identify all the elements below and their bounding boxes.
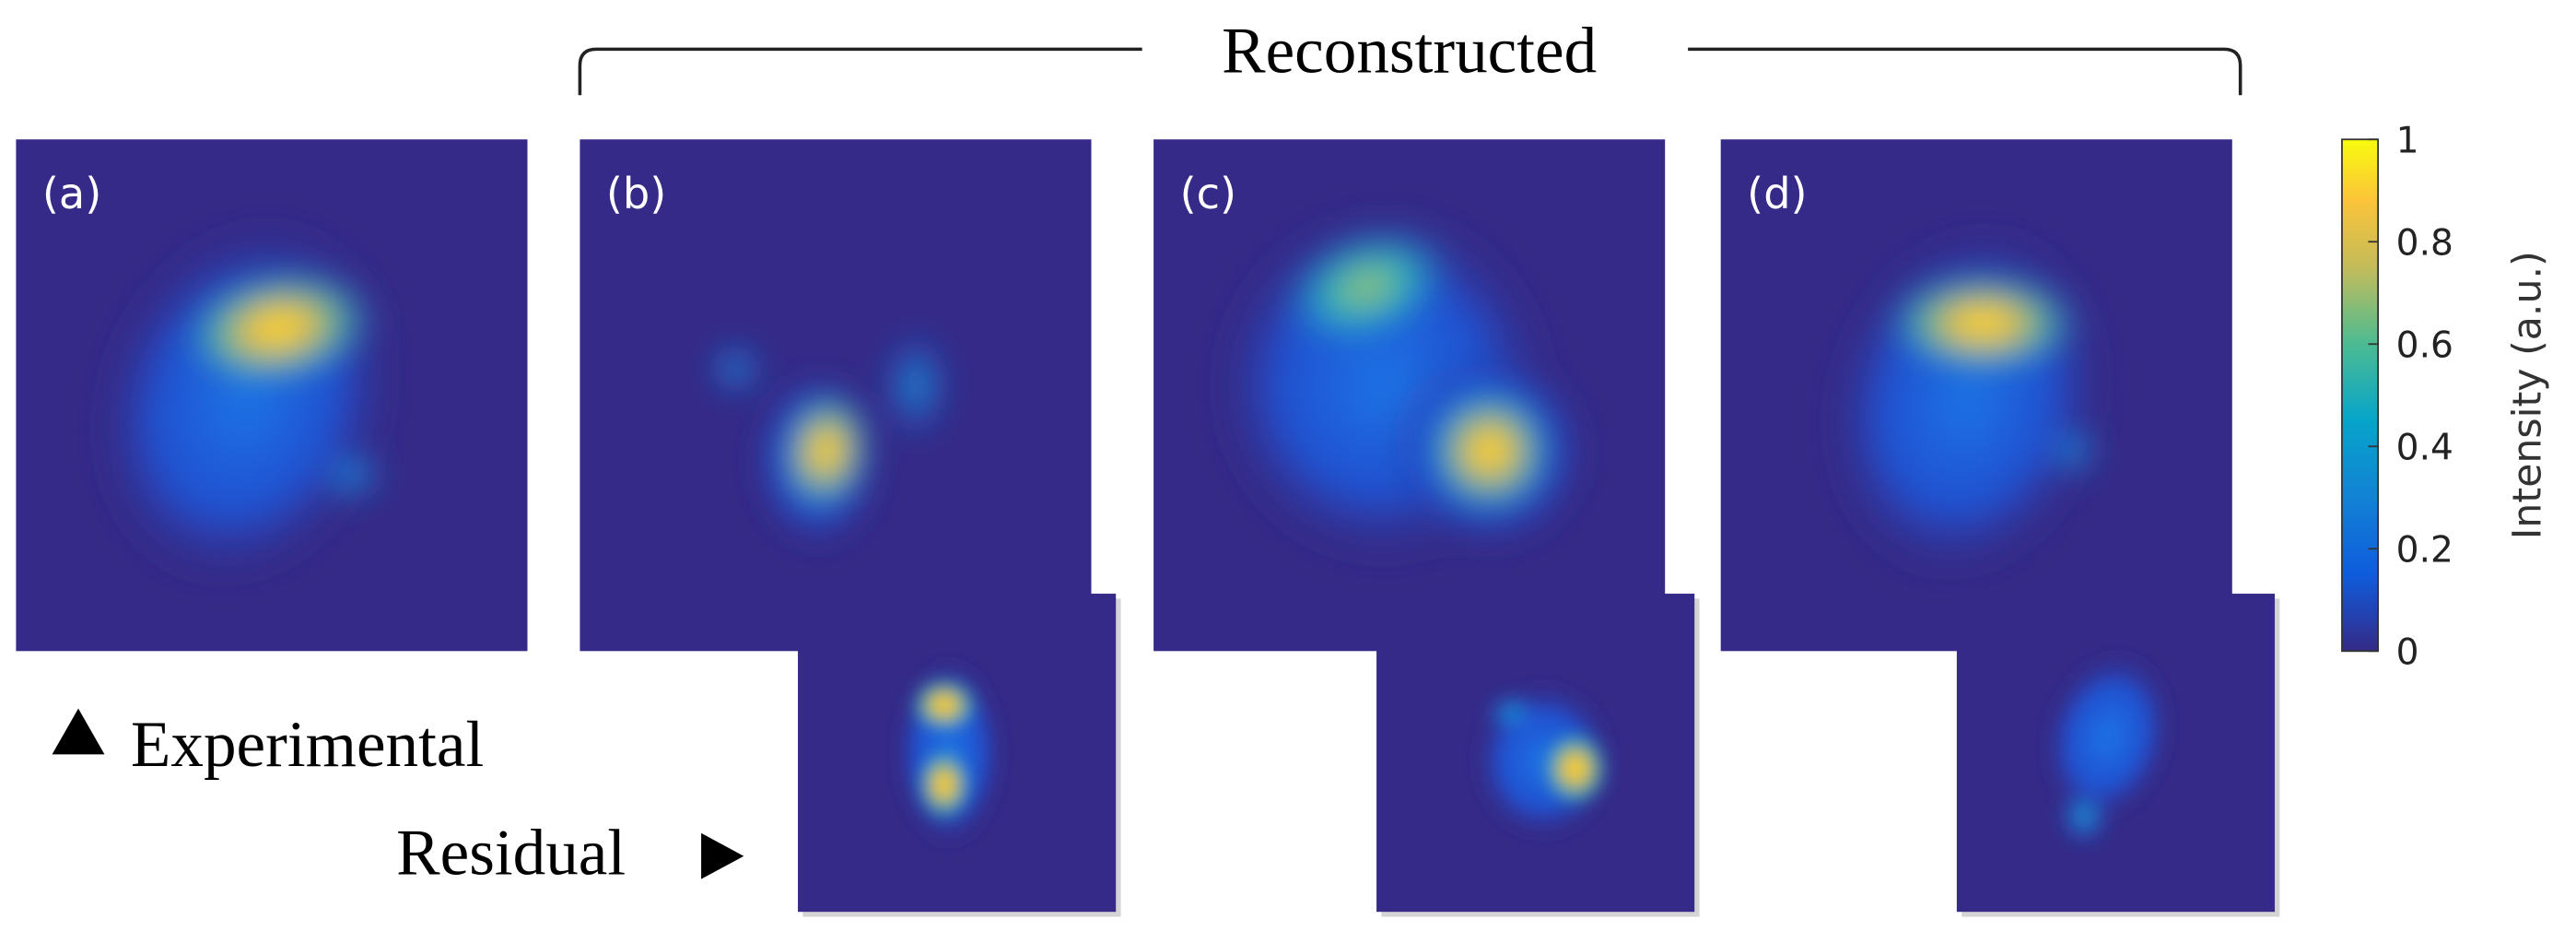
colorbar xyxy=(2341,138,2380,653)
map-blobs xyxy=(2042,650,2173,849)
panel-label: (b) xyxy=(606,169,666,218)
blob xyxy=(1280,224,1454,349)
intensity-map xyxy=(1720,139,2232,652)
intensity-map xyxy=(1153,139,1666,652)
blob xyxy=(915,746,973,823)
header: Reconstructed xyxy=(1222,15,1597,87)
blob xyxy=(2043,421,2103,481)
map-blobs xyxy=(1211,205,1592,566)
residual-label: Residual xyxy=(396,817,626,889)
panel-label: (d) xyxy=(1747,169,1807,218)
colorbar-tick-label: 0.2 xyxy=(2396,530,2453,572)
blob xyxy=(779,389,872,513)
blob xyxy=(315,445,389,505)
colorbar-ticks: 0 0.2 0.4 0.6 0.8 1 xyxy=(2368,120,2453,674)
panels: (a) (b) (c) (d) xyxy=(16,139,2280,917)
map-blobs xyxy=(1471,680,1615,841)
blob xyxy=(1423,385,1555,517)
blob xyxy=(1540,728,1610,809)
map-blobs xyxy=(706,327,953,550)
blob xyxy=(177,266,380,389)
blob xyxy=(2042,650,2173,823)
blob xyxy=(2055,784,2113,849)
colorbar-title: Intensity (a.u.) xyxy=(2504,251,2550,539)
map-blobs xyxy=(1823,223,2110,580)
bracket-right xyxy=(1688,47,2242,96)
colorbar-tick-label: 0.8 xyxy=(2396,222,2453,264)
intensity-map xyxy=(1956,594,2280,917)
blob xyxy=(1482,690,1540,736)
colorbar-tick-label: 0 xyxy=(2396,632,2419,674)
blob xyxy=(879,327,953,443)
colorbar-tick-label: 0.6 xyxy=(2396,324,2453,366)
colorbar-tick-label: 1 xyxy=(2396,120,2419,161)
colorbar-tick-label: 0.4 xyxy=(2396,428,2453,469)
bracket-left xyxy=(578,47,1142,96)
blob xyxy=(706,339,766,399)
up-triangle xyxy=(52,708,105,755)
intensity-map xyxy=(798,594,1121,917)
map-blobs xyxy=(92,217,399,586)
panel-label: (a) xyxy=(42,169,101,218)
experimental-label: Experimental xyxy=(131,709,484,781)
intensity-map xyxy=(1376,594,1700,917)
blob xyxy=(1881,270,2085,376)
panel-label: (c) xyxy=(1180,169,1237,218)
intensity-map xyxy=(16,139,528,652)
intensity-map xyxy=(580,139,1092,652)
right-triangle xyxy=(701,832,744,879)
blob xyxy=(908,676,979,734)
map-blobs xyxy=(893,657,1005,849)
